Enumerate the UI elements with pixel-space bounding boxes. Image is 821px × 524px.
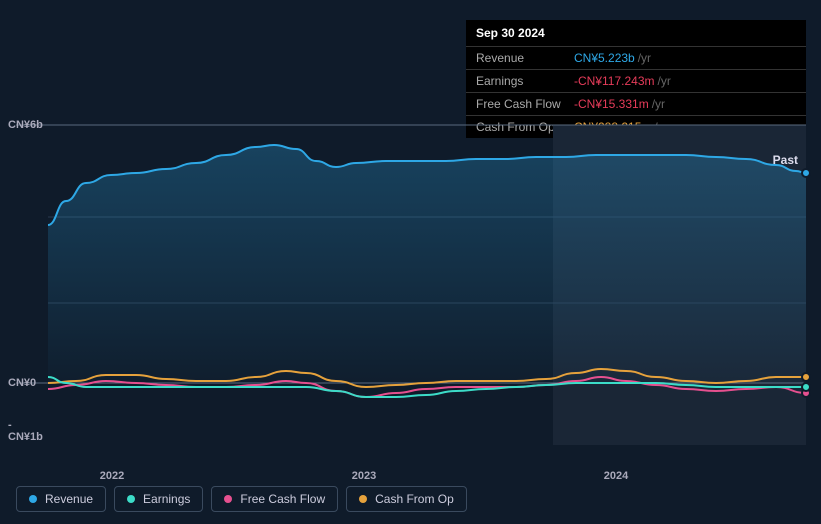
tooltip-metric-suffix: /yr bbox=[657, 74, 670, 88]
tooltip-metric-suffix: /yr bbox=[652, 97, 665, 111]
financials-chart[interactable]: Past CN¥6bCN¥0-CN¥1b202220232024 bbox=[16, 125, 806, 460]
tooltip-metric-value: -CN¥117.243m bbox=[574, 74, 654, 88]
x-axis-label: 2022 bbox=[100, 470, 124, 482]
tooltip-metric-value: CN¥5.223b bbox=[574, 51, 635, 65]
tooltip-metric-suffix: /yr bbox=[638, 51, 651, 65]
past-label: Past bbox=[773, 153, 798, 167]
tooltip-metric-label: Revenue bbox=[476, 51, 574, 65]
chart-tooltip: Sep 30 2024 RevenueCN¥5.223b/yrEarnings-… bbox=[466, 20, 806, 138]
legend-label: Earnings bbox=[143, 492, 190, 506]
x-axis-label: 2023 bbox=[352, 470, 376, 482]
legend-dot-icon bbox=[29, 495, 37, 503]
legend-dot-icon bbox=[127, 495, 135, 503]
legend-dot-icon bbox=[224, 495, 232, 503]
y-axis-label: CN¥6b bbox=[8, 119, 44, 131]
legend-label: Cash From Op bbox=[375, 492, 454, 506]
chart-legend: Revenue Earnings Free Cash Flow Cash From O… bbox=[16, 486, 467, 512]
legend-item-fcf[interactable]: Free Cash Flow bbox=[211, 486, 338, 512]
tooltip-metric-label: Earnings bbox=[476, 74, 574, 88]
y-axis-label: -CN¥1b bbox=[8, 419, 44, 443]
tooltip-metric-label: Free Cash Flow bbox=[476, 97, 574, 111]
legend-label: Revenue bbox=[45, 492, 93, 506]
legend-item-earnings[interactable]: Earnings bbox=[114, 486, 203, 512]
legend-dot-icon bbox=[359, 495, 367, 503]
tooltip-row: Free Cash Flow-CN¥15.331m/yr bbox=[466, 93, 806, 116]
tooltip-row: Earnings-CN¥117.243m/yr bbox=[466, 70, 806, 93]
legend-label: Free Cash Flow bbox=[240, 492, 325, 506]
y-axis-label: CN¥0 bbox=[8, 377, 44, 389]
legend-item-cash_from_op[interactable]: Cash From Op bbox=[346, 486, 467, 512]
x-axis-label: 2024 bbox=[604, 470, 628, 482]
tooltip-row: RevenueCN¥5.223b/yr bbox=[466, 47, 806, 70]
legend-item-revenue[interactable]: Revenue bbox=[16, 486, 106, 512]
tooltip-metric-value: -CN¥15.331m bbox=[574, 97, 649, 111]
tooltip-date: Sep 30 2024 bbox=[466, 20, 806, 47]
